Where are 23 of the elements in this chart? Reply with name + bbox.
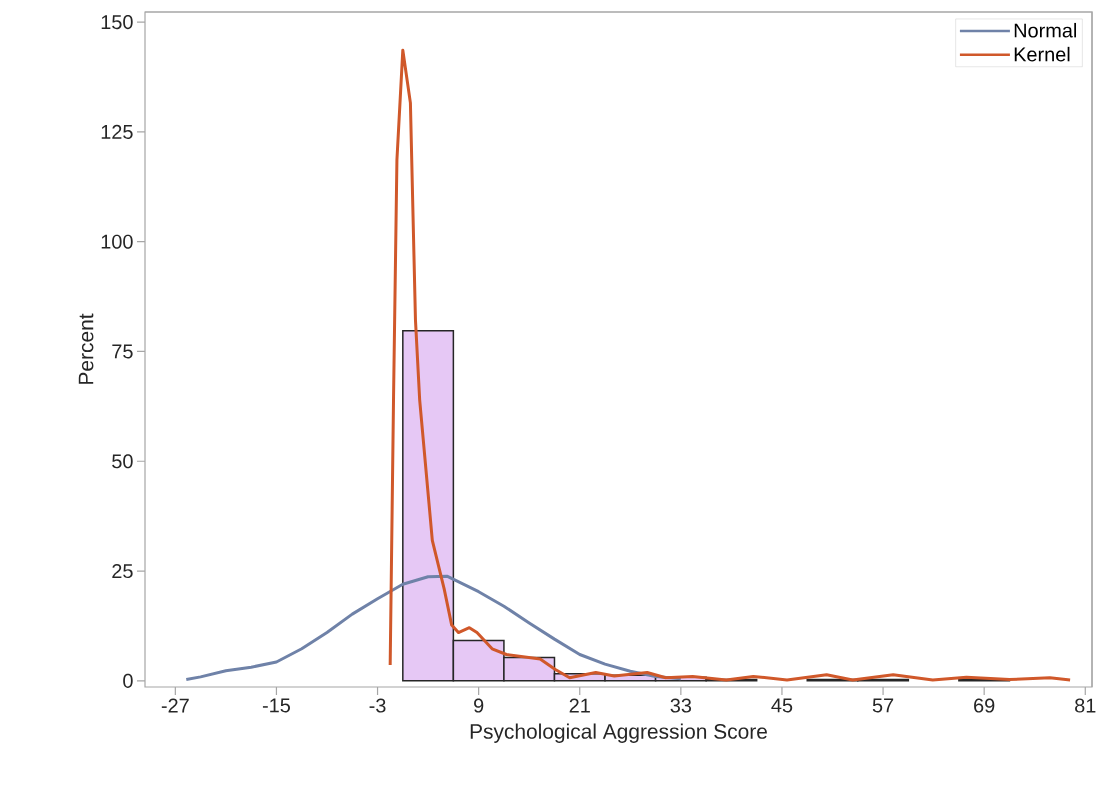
x-axis-title: Psychological Aggression Score — [470, 723, 767, 743]
x-tick-label: -15 — [262, 698, 290, 713]
y-tick-label: 100 — [101, 234, 133, 249]
y-tick-label: 150 — [101, 15, 133, 30]
y-tick-label: 125 — [101, 124, 133, 139]
x-tick-label: 21 — [569, 698, 590, 713]
x-tick-label: 57 — [872, 698, 894, 713]
y-axis-title: Percent — [78, 313, 94, 384]
legend-label: Kernel — [1014, 46, 1070, 62]
x-tick-label: -27 — [161, 698, 189, 713]
y-tick-label: 50 — [112, 454, 133, 469]
line-series — [184, 574, 683, 682]
x-tick-label: 9 — [474, 698, 484, 713]
x-tick-label: 45 — [771, 698, 793, 713]
line-series — [388, 48, 1072, 682]
x-tick-label: -3 — [369, 698, 386, 713]
y-tick-label: 0 — [123, 673, 133, 688]
x-tick-label: 33 — [670, 698, 692, 713]
x-tick-label: 81 — [1075, 698, 1096, 713]
x-tick-label: 69 — [974, 698, 995, 713]
y-tick-label: 75 — [112, 344, 133, 359]
legend-label: Normal — [1014, 22, 1077, 38]
y-tick-label: 25 — [112, 564, 133, 579]
